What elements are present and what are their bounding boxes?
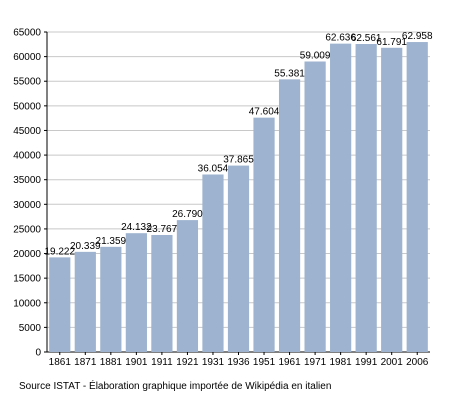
x-tick-label-1911: 1911 xyxy=(151,357,173,368)
y-tick-label-60000: 60000 xyxy=(13,52,41,63)
bar-2001 xyxy=(381,47,403,352)
bar-1871 xyxy=(74,251,96,352)
y-tick-label-25000: 25000 xyxy=(13,224,41,235)
x-tick-label-1951: 1951 xyxy=(253,357,276,368)
bar-1961 xyxy=(278,79,301,353)
data-label-1961: 55.381 xyxy=(274,68,305,79)
bar-1901 xyxy=(125,233,147,352)
y-tick-labels: 0 5000 10000 15000 20000 25000 30000 35000 40000… xyxy=(13,28,41,359)
data-label-1931: 36.054 xyxy=(198,164,229,175)
y-tick-label-35000: 35000 xyxy=(13,175,41,186)
y-tick-label-5000: 5000 xyxy=(19,323,42,334)
x-tick-label-1936: 1936 xyxy=(227,357,250,368)
y-tick-label-50000: 50000 xyxy=(13,101,41,112)
data-label-1971: 59.009 xyxy=(300,50,331,61)
bar-1991 xyxy=(355,44,377,352)
bar-1951 xyxy=(253,117,275,352)
bar-1881 xyxy=(100,246,122,352)
bars xyxy=(49,42,428,353)
x-tick-label-1881: 1881 xyxy=(100,357,123,368)
x-tick-label-1931: 1931 xyxy=(202,357,225,368)
bar-1861 xyxy=(49,257,71,352)
data-label-2001: 61.791 xyxy=(376,37,407,48)
bar-1971 xyxy=(304,61,326,353)
y-tick-label-55000: 55000 xyxy=(13,77,41,88)
data-label-1901: 24.132 xyxy=(121,222,152,233)
x-tick-label-1921: 1921 xyxy=(176,357,199,368)
x-tick-label-1981: 1981 xyxy=(330,357,353,368)
data-label-1911: 23.767 xyxy=(147,224,178,235)
y-tick-label-15000: 15000 xyxy=(13,274,41,285)
x-tick-label-1961: 1961 xyxy=(278,357,301,368)
data-label-1991: 62.561 xyxy=(351,33,382,44)
bar-2006 xyxy=(406,42,428,353)
data-label-1981: 62.636 xyxy=(325,33,356,44)
y-tick-label-10000: 10000 xyxy=(13,298,41,309)
data-label-1951: 47.604 xyxy=(249,107,280,118)
bar-1981 xyxy=(330,43,352,352)
y-tick-label-20000: 20000 xyxy=(13,249,41,260)
data-label-1921: 26.790 xyxy=(172,209,203,220)
y-tick-label-45000: 45000 xyxy=(13,126,41,137)
y-tick-label-40000: 40000 xyxy=(13,151,41,162)
x-tick-label-1861: 1861 xyxy=(49,357,72,368)
data-label-1861: 19.222 xyxy=(44,246,75,257)
source-note: Source ISTAT - Élaboration graphique imp… xyxy=(19,381,332,392)
data-label-2006: 62.958 xyxy=(402,31,433,42)
y-tick-label-0: 0 xyxy=(35,348,41,359)
x-tick-label-1971: 1971 xyxy=(304,357,327,368)
bar-1931 xyxy=(202,174,224,352)
data-label-1871: 20.339 xyxy=(70,241,101,252)
y-tick-label-30000: 30000 xyxy=(13,200,41,211)
y-tick-label-65000: 65000 xyxy=(13,28,41,39)
data-label-1936: 37.865 xyxy=(223,155,254,166)
data-label-1881: 21.359 xyxy=(96,236,127,247)
x-tick-label-2001: 2001 xyxy=(381,357,404,368)
bar-1921 xyxy=(176,220,199,352)
x-tick-labels: 1861 1871 1881 1901 1911 1921 1931 1936 1951 1961… xyxy=(49,357,429,368)
x-tick-label-1991: 1991 xyxy=(355,357,378,368)
x-tick-label-2006: 2006 xyxy=(406,357,429,368)
bar-1936 xyxy=(227,165,250,352)
bar-1911 xyxy=(151,234,173,352)
x-tick-label-1901: 1901 xyxy=(125,357,148,368)
x-tick-label-1871: 1871 xyxy=(74,357,97,368)
